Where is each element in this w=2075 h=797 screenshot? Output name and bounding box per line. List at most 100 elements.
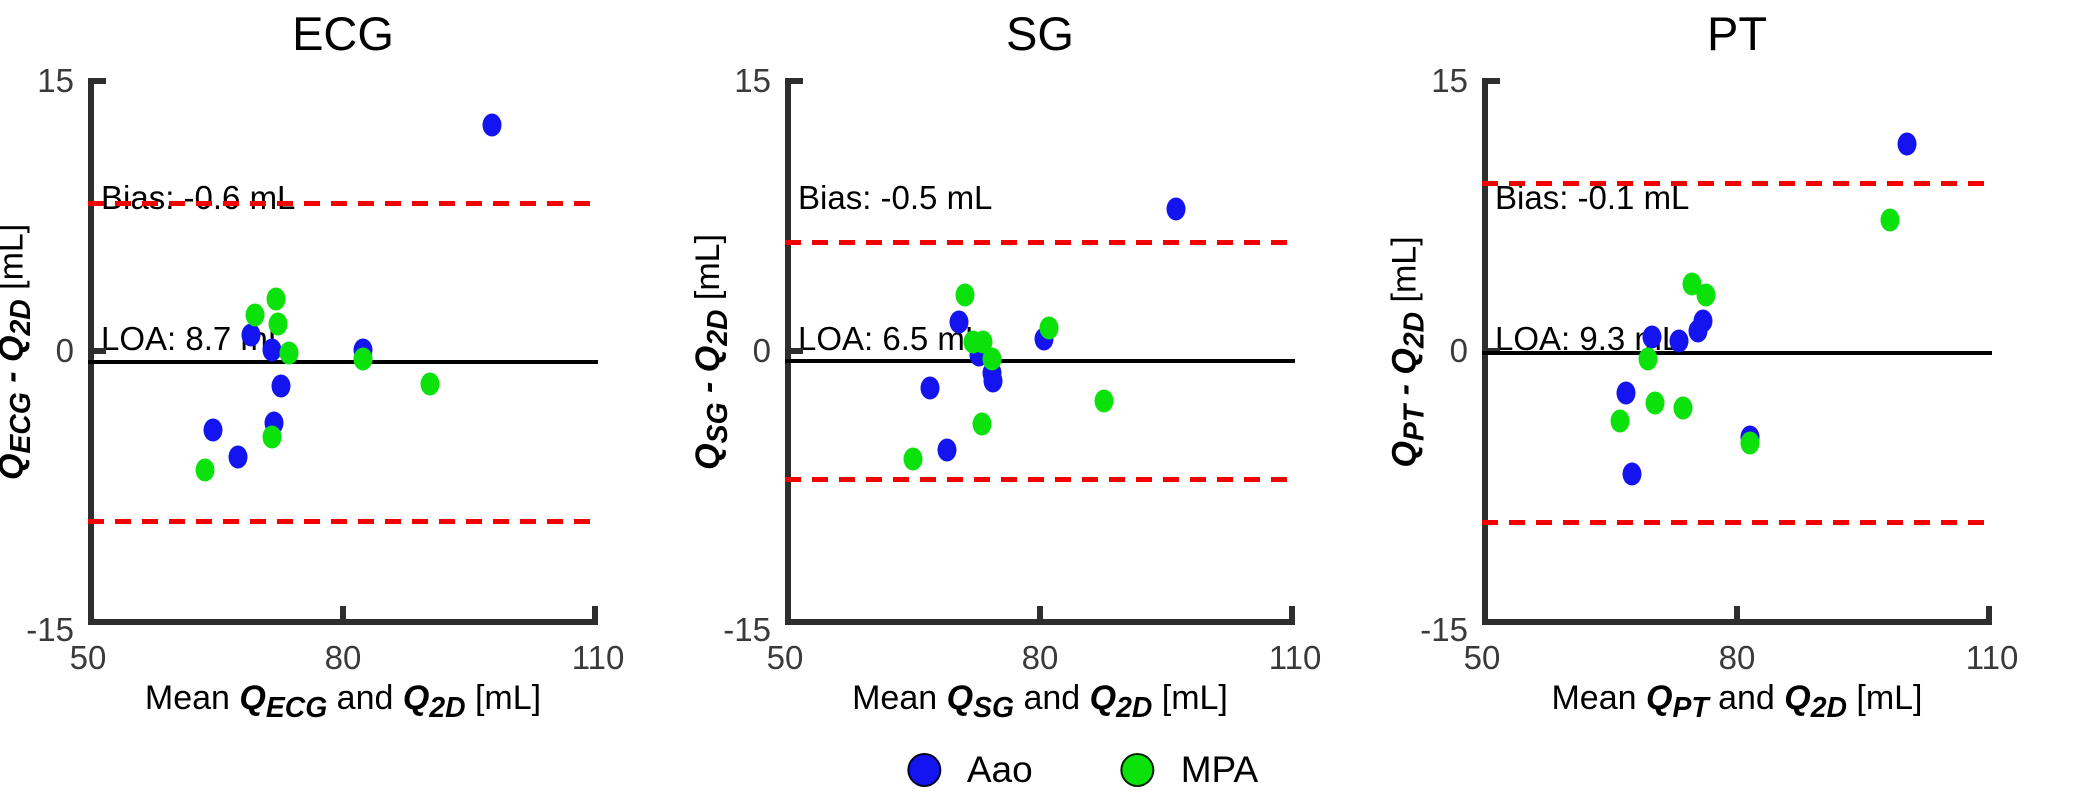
y-tick-0 (1488, 348, 1500, 354)
data-point-mpa (245, 303, 265, 327)
data-point-aao (937, 438, 956, 462)
data-point-aao (262, 338, 282, 362)
data-point-aao (949, 310, 969, 334)
data-point-aao (271, 374, 291, 398)
y-tick-label: 0 (1449, 332, 1468, 369)
data-point-aao (1166, 197, 1186, 221)
data-point-aao (983, 369, 1003, 393)
y-tick-15 (791, 78, 803, 84)
legend-label-mpa: MPA (1180, 749, 1259, 790)
data-point-mpa (1645, 391, 1665, 415)
legend-item-mpa: MPA (1120, 748, 1259, 792)
aao-marker-icon (906, 753, 941, 787)
y-tick-label: -15 (26, 611, 74, 648)
data-point-aao (1669, 329, 1689, 353)
data-point-mpa (266, 287, 286, 311)
x-tick-label: 50 (766, 639, 804, 676)
data-point-mpa (420, 372, 440, 396)
y-tick-label: -15 (1420, 611, 1468, 648)
bias-text: Bias: -0.6 mL (101, 179, 296, 216)
data-point-aao (1688, 319, 1708, 343)
data-point-aao (241, 323, 261, 347)
y-tick-15 (1488, 78, 1500, 84)
y-tick-0 (94, 348, 106, 354)
x-tick-110 (592, 606, 598, 619)
data-point-mpa (955, 283, 975, 307)
y-tick-label: 15 (734, 62, 771, 99)
loa-upper-line (88, 201, 598, 207)
x-axis-line (785, 619, 1295, 625)
plot-title-ecg: ECG (292, 7, 394, 60)
x-tick-label: 50 (1463, 639, 1501, 676)
data-point-mpa (279, 341, 299, 365)
y-tick-15 (94, 78, 106, 84)
plot-title-sg: SG (1006, 7, 1074, 60)
data-point-mpa (903, 447, 922, 471)
x-tick-80 (1037, 606, 1043, 619)
x-tick-label: 80 (1021, 639, 1059, 676)
data-point-mpa (982, 347, 1002, 371)
data-point-mpa (972, 412, 992, 436)
mpa-marker-icon (1120, 753, 1155, 787)
x-axis-line (88, 619, 598, 625)
y-axis-spine (88, 78, 94, 625)
data-point-mpa (1740, 431, 1760, 455)
legend: Aao MPA (906, 748, 1259, 792)
data-point-mpa (1880, 208, 1900, 232)
data-point-mpa (262, 425, 282, 449)
x-tick-label: 50 (69, 639, 107, 676)
x-tick-110 (1986, 606, 1992, 619)
x-axis-label: Mean QECG and Q2D [mL] (144, 679, 542, 724)
x-axis-label: Mean QSG and Q2D [mL] (852, 679, 1228, 724)
y-tick-label: 0 (752, 332, 771, 369)
data-point-mpa (1696, 283, 1716, 307)
x-tick-label: 80 (1718, 639, 1756, 676)
data-point-aao (1642, 325, 1662, 349)
loa-lower-line (88, 518, 598, 524)
bias-loa-annotation: Bias: -0.6 mL LOA: 8.7 mL (101, 80, 295, 456)
bias-text: Bias: -0.5 mL (798, 179, 993, 216)
data-point-aao (482, 113, 502, 137)
loa-upper-line (1482, 181, 1992, 187)
x-tick-label: 80 (324, 639, 362, 676)
x-axis-line (1482, 619, 1992, 625)
data-point-mpa (1638, 347, 1658, 371)
data-point-aao (203, 418, 223, 442)
x-tick-80 (340, 606, 346, 619)
y-axis-label: QSG - Q2D [mL] (689, 233, 734, 470)
y-axis-label: QECG - Q2D [mL] (0, 223, 37, 479)
plot-ecg: ECG Bias: -0.6 mL LOA: 8.7 mL 15 0 -15 5… (0, 7, 624, 724)
data-point-mpa (195, 458, 215, 482)
y-tick-label: 0 (55, 332, 74, 369)
loa-upper-line (785, 239, 1295, 245)
bias-mean-line (88, 360, 598, 365)
plot-sg: SG Bias: -0.5 mL LOA: 6.5 mL 15 0 -15 50… (689, 7, 1321, 724)
data-point-mpa (1610, 409, 1630, 433)
x-tick-label: 110 (1965, 639, 2019, 676)
data-point-mpa (268, 312, 288, 336)
loa-lower-line (1482, 520, 1992, 526)
data-point-aao (228, 445, 248, 469)
data-point-mpa (1673, 396, 1693, 420)
data-point-mpa (1094, 389, 1114, 413)
x-axis-label: Mean QPT and Q2D [mL] (1551, 679, 1923, 724)
plot-pt: PT Bias: -0.1 mL LOA: 9.3 mL 15 0 -15 50… (1386, 7, 2018, 724)
legend-item-aao: Aao (906, 748, 1033, 792)
plot-title-pt: PT (1706, 7, 1768, 60)
data-point-aao (920, 376, 939, 400)
y-axis-spine (785, 78, 791, 625)
y-tick-label: -15 (723, 611, 771, 648)
y-tick-0 (791, 348, 803, 354)
x-tick-label: 110 (571, 639, 625, 676)
x-tick-110 (1289, 606, 1295, 619)
data-point-aao (1897, 132, 1917, 156)
data-point-aao (1616, 381, 1636, 405)
y-tick-label: 15 (1431, 62, 1468, 99)
x-tick-label: 110 (1268, 639, 1322, 676)
bias-mean-line (1482, 351, 1992, 356)
bias-mean-line (785, 358, 1295, 363)
data-point-aao (1622, 462, 1642, 486)
loa-lower-line (785, 476, 1295, 482)
y-tick-label: 15 (37, 62, 74, 99)
y-axis-label: QPT - Q2D [mL] (1386, 235, 1431, 468)
